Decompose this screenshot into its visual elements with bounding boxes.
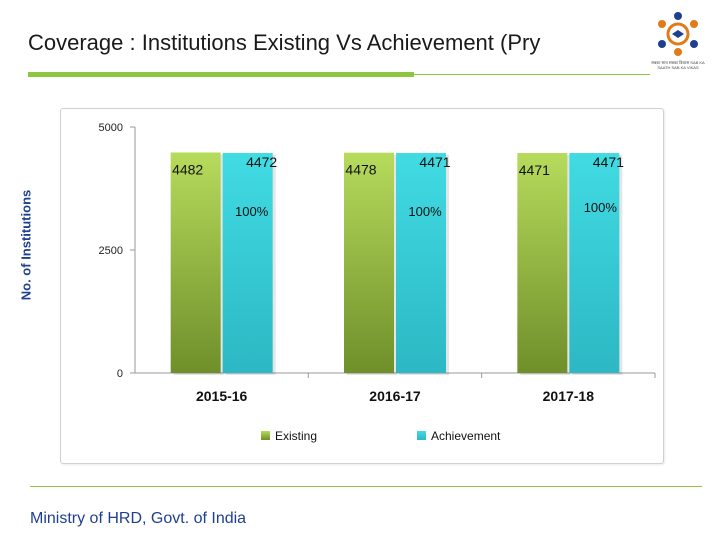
y-tick-label: 5000 [99,122,123,134]
title-underline [414,74,650,75]
footer-text: Ministry of HRD, Govt. of India [30,510,247,527]
percent-label: 100% [408,204,442,219]
chart-area: 0 2500 5000 4482 4472 100% 2015-16 4478 4471 100%… [60,108,664,464]
x-tick-label: 2016-17 [369,388,421,404]
achievement-bar [569,153,620,373]
bar-chart: 0 2500 5000 4482 4472 100% 2015-16 4478 4471 100%… [99,122,656,443]
legend-swatch-existing [261,431,270,440]
achievement-bar-value-label: 4471 [419,154,450,170]
legend-label-existing: Existing [275,429,317,443]
percent-label: 100% [235,204,269,219]
existing-bar-value-label: 4482 [172,161,203,177]
x-tick-label: 2015-16 [196,388,248,404]
slide-title: Coverage : Institutions Existing Vs Achi… [28,30,541,55]
legend-label-achievement: Achievement [431,429,501,443]
existing-bar [170,152,221,373]
existing-bar-value-label: 4478 [345,162,376,178]
title-accent-bar [28,72,414,77]
achievement-bar [396,153,446,373]
y-tick-label: 2500 [99,245,123,257]
logo-caption: सबका साथ सबका विकास SAB KA SAATH SAB KA … [651,60,705,70]
achievement-bar-value-label: 4472 [246,154,277,170]
existing-bar [517,153,568,373]
achievement-bar [222,152,273,373]
percent-label: 100% [584,200,618,215]
footer-rule [30,486,702,487]
existing-bar [344,152,394,373]
education-logo-icon [650,10,706,58]
achievement-bar-value-label: 4471 [593,154,624,170]
y-tick-label: 0 [117,368,123,380]
y-axis-title: No. of Institutions [18,189,34,301]
existing-bar-value-label: 4471 [519,162,550,178]
x-tick-label: 2017-18 [543,388,595,404]
legend-swatch-achievement [417,431,426,440]
